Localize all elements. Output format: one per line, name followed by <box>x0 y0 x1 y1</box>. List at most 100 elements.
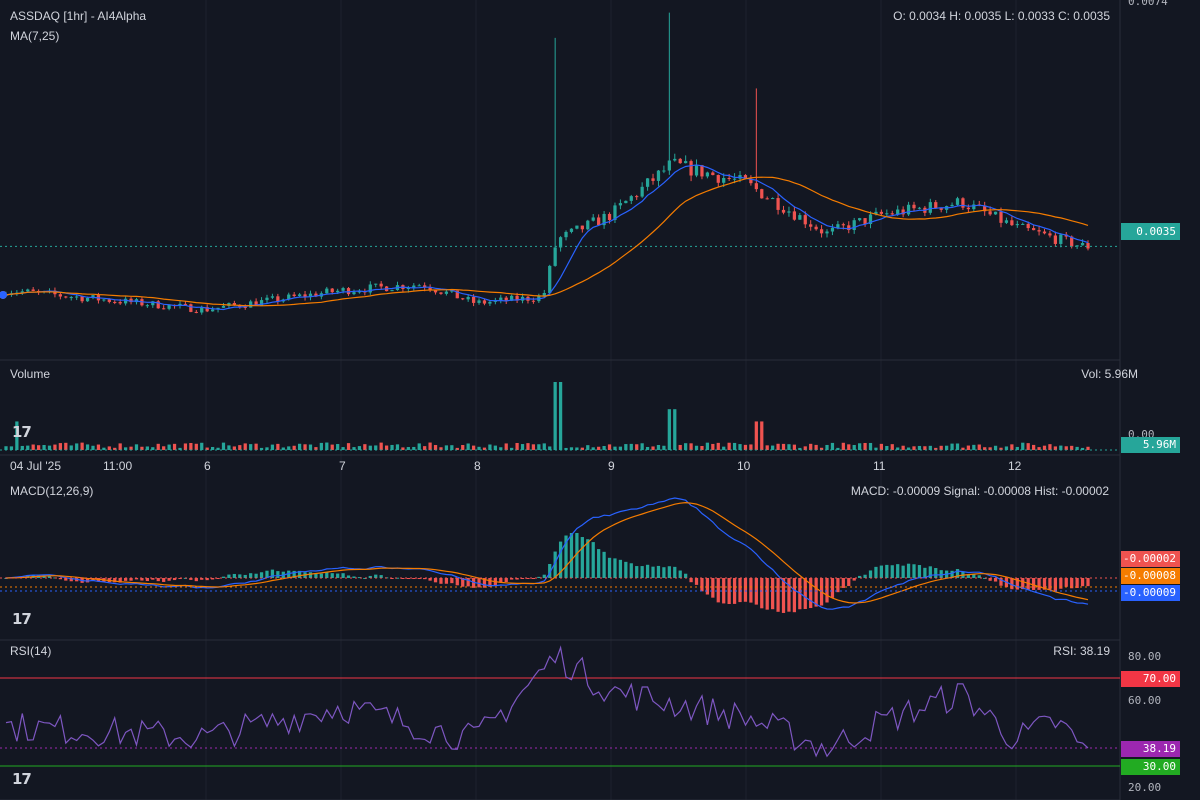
candle-body <box>743 175 748 179</box>
macd-histogram-bar <box>200 578 204 580</box>
macd-histogram-bar <box>178 578 182 579</box>
volume-bar <box>276 443 280 450</box>
macd-histogram-bar <box>1059 578 1063 589</box>
macd-histogram-bar <box>243 574 247 578</box>
volume-bar <box>515 442 519 450</box>
macd-histogram-bar <box>684 573 688 578</box>
volume-bar <box>694 445 699 450</box>
volume-bar <box>26 445 30 450</box>
volume-bar <box>504 443 508 450</box>
candle-body <box>863 218 867 224</box>
volume-bar <box>591 447 595 450</box>
macd-histogram-bar <box>520 578 525 579</box>
volume-bar <box>482 447 487 450</box>
candle-body <box>684 161 688 164</box>
volume-bar <box>466 443 470 450</box>
macd-histogram-bar <box>673 566 677 578</box>
candle-body <box>749 178 753 184</box>
volume-bar <box>787 444 791 450</box>
candle-body <box>477 300 481 303</box>
candle-body <box>232 302 236 305</box>
candle-body <box>113 301 117 303</box>
volume-bar <box>336 444 340 450</box>
volume-bar <box>129 446 133 450</box>
candle-body <box>966 207 971 210</box>
candle-body <box>955 198 960 205</box>
volume-bar <box>754 421 758 450</box>
volume-bar <box>183 443 188 450</box>
macd-histogram-bar <box>172 578 177 581</box>
macd-histogram-bar <box>912 564 916 578</box>
volume-bar <box>346 443 351 450</box>
candle-body <box>417 285 421 287</box>
macd-histogram-bar <box>297 570 302 578</box>
rsi-current-badge: 38.19 <box>1121 741 1180 757</box>
macd-series <box>0 497 1120 613</box>
volume-bar <box>1032 444 1036 450</box>
volume-bar <box>771 445 775 450</box>
macd-histogram-bar <box>847 578 851 587</box>
volume-bar <box>368 445 372 450</box>
macd-line <box>5 497 1089 610</box>
candle-body <box>792 211 797 220</box>
candle-body <box>1059 234 1063 244</box>
macd-histogram-bar <box>287 570 291 578</box>
rsi-pane-label: RSI(14) <box>10 644 52 658</box>
macd-histogram-bar <box>504 578 508 583</box>
volume-bar <box>656 444 661 450</box>
macd-histogram-bar <box>635 566 639 578</box>
candle-body <box>830 227 835 232</box>
macd-histogram-bar <box>923 567 927 578</box>
macd-histogram-bar <box>613 558 617 578</box>
volume-bar <box>847 444 851 450</box>
volume-bar <box>406 447 410 450</box>
volume-bar <box>450 445 454 450</box>
macd-histogram-bar <box>444 578 449 584</box>
candle-body <box>950 204 954 207</box>
macd-histogram-bar <box>917 565 922 578</box>
volume-bar <box>765 445 769 450</box>
volume-bar <box>781 443 786 450</box>
macd-histogram-bar <box>314 573 318 578</box>
volume-bar <box>645 446 650 450</box>
macd-histogram-bar <box>765 578 769 610</box>
volume-bar <box>972 444 976 450</box>
volume-bar <box>1053 446 1057 450</box>
macd-histogram-bar <box>113 578 117 583</box>
volume-bar <box>118 443 122 450</box>
volume-bar <box>428 442 432 450</box>
macd-histogram-bar <box>210 578 215 580</box>
volume-bar <box>792 444 797 450</box>
macd-histogram-bar <box>825 578 829 603</box>
candle-body <box>510 295 514 301</box>
candle-body <box>586 220 590 230</box>
candle-body <box>1032 228 1036 231</box>
volume-bar <box>412 446 416 450</box>
macd-histogram-bar <box>352 576 356 578</box>
volume-bar <box>20 445 24 450</box>
candle-body <box>858 218 862 221</box>
macd-histogram-bar <box>809 578 813 609</box>
candle-body <box>336 290 340 293</box>
candle-body <box>488 301 492 304</box>
candle-body <box>901 209 905 215</box>
volume-bar <box>227 445 231 450</box>
macd-histogram-bar <box>537 576 541 578</box>
volume-bar <box>194 443 198 450</box>
volume-bar <box>564 447 568 450</box>
candle-body <box>439 292 443 294</box>
macd-histogram-bar <box>700 578 704 592</box>
macd-histogram-bar <box>357 577 362 579</box>
ma-label: MA(7,25) <box>10 29 60 43</box>
candle-body <box>374 283 378 285</box>
candle-body <box>325 288 329 294</box>
candle-body <box>20 291 24 293</box>
volume-bar <box>384 445 389 450</box>
candle-body <box>673 158 677 161</box>
candle-body <box>412 285 416 288</box>
volume-bar <box>265 447 269 450</box>
candle-body <box>118 302 122 304</box>
volume-bar <box>955 443 960 450</box>
macd-histogram-bar <box>656 565 661 578</box>
